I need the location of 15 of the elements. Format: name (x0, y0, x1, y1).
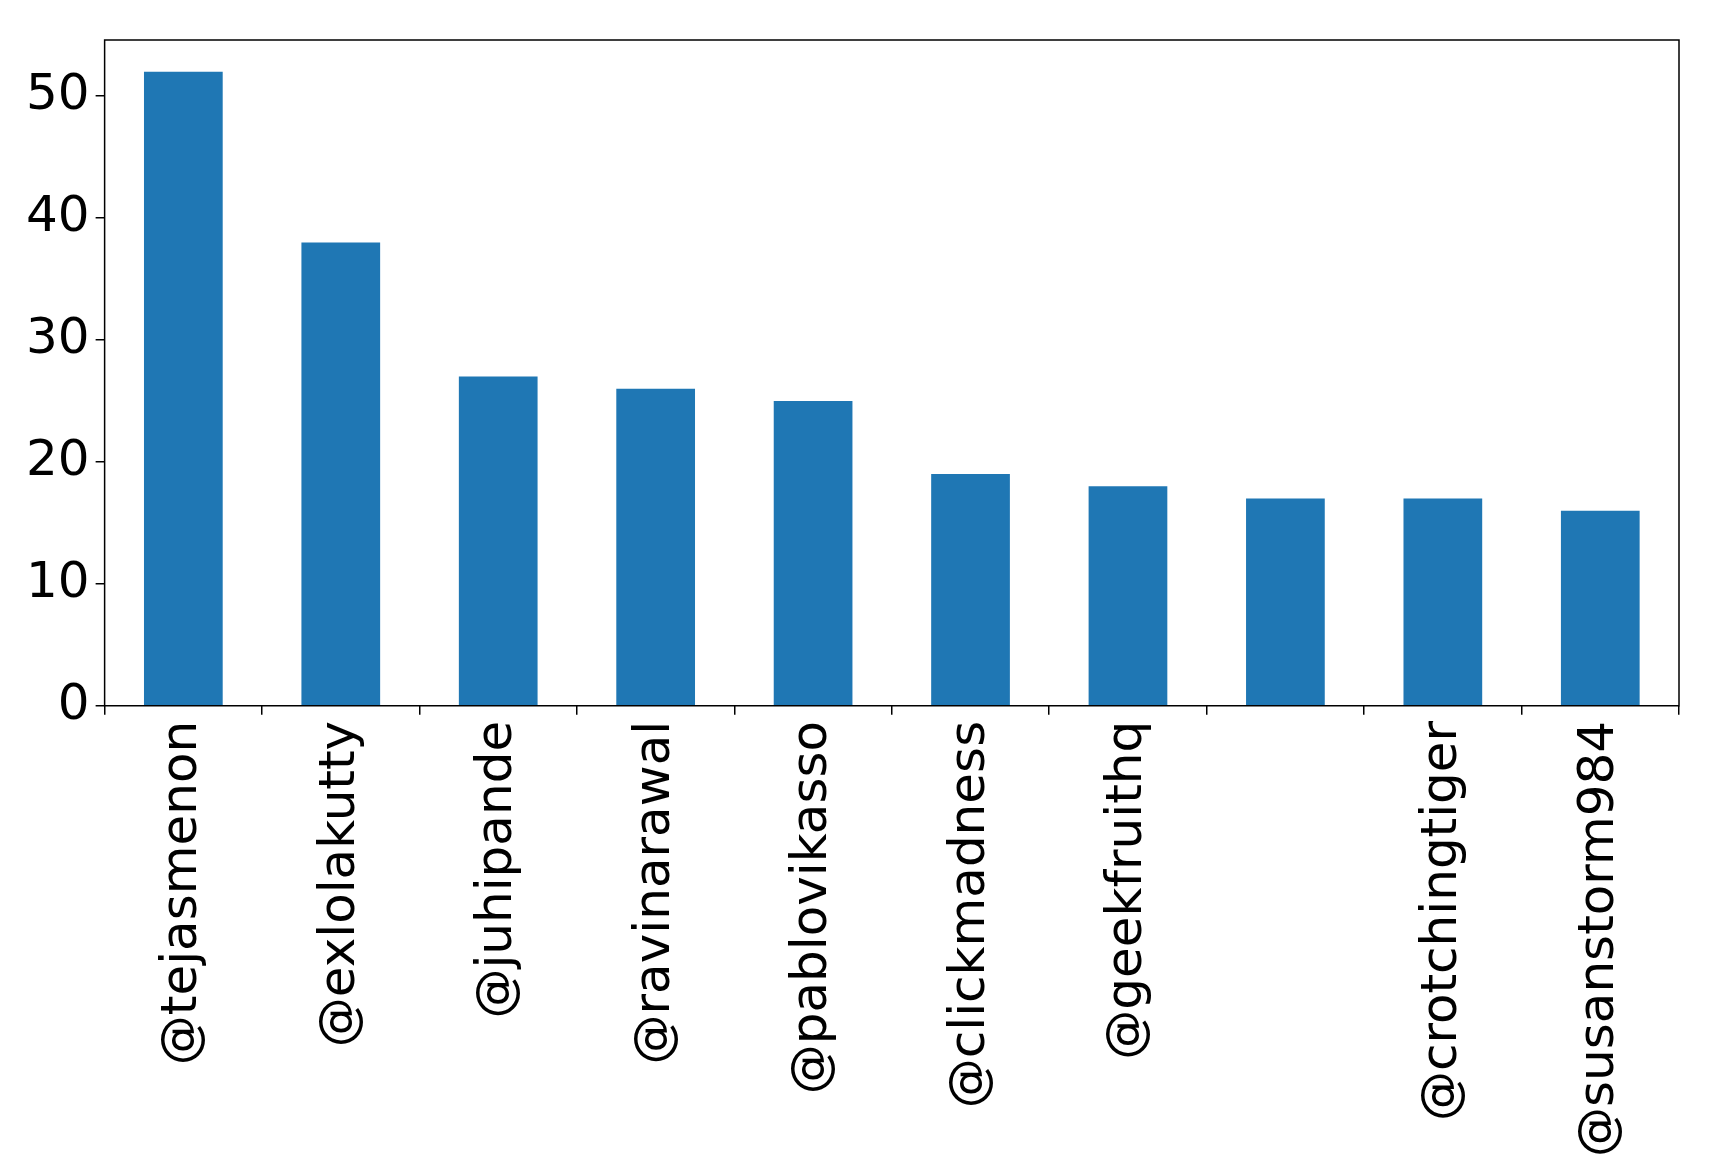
x-tick-label: @ravinarawal (622, 720, 681, 1065)
x-tick-label: @tejasmenon (150, 720, 209, 1066)
y-tick-label: 40 (26, 185, 90, 244)
x-tick-label: @susanstorm984 (1567, 720, 1626, 1158)
x-tick-label: @exlolakutty (307, 720, 366, 1048)
y-tick-label: 20 (26, 428, 90, 487)
y-tick-label: 50 (26, 63, 90, 122)
y-tick-label: 30 (26, 306, 90, 365)
x-tick-label: @crotchingtiger (1409, 720, 1468, 1122)
x-tick-label: @juhipande (465, 720, 524, 1019)
x-tick-label: @clickmadness (937, 720, 996, 1109)
y-tick-label: 0 (57, 672, 90, 731)
x-tick-label: @geekfruithq (1094, 720, 1153, 1060)
x-tick-label: @pablovikasso (780, 720, 839, 1095)
y-tick-label: 10 (26, 550, 90, 609)
